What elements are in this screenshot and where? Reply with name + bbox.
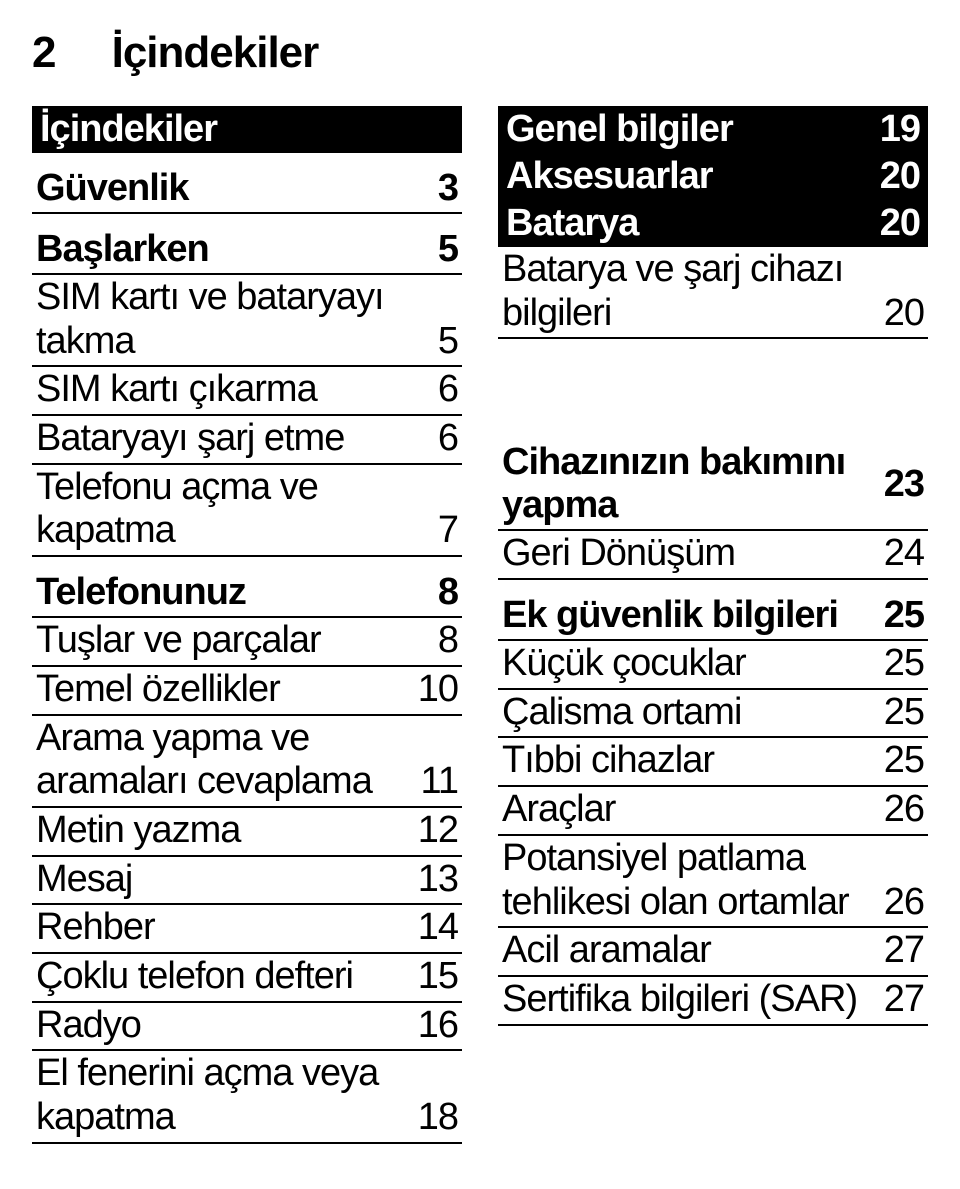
toc-entry-page: 25: [884, 691, 924, 735]
toc-section-head: Başlarken 5: [32, 228, 462, 275]
toc-entry-label: Potansiyel patlama tehlikesi olan ortaml…: [502, 837, 884, 924]
toc-section-head: Genel bilgiler 19: [498, 106, 928, 153]
toc-entry-label: Çoklu telefon defteri: [36, 955, 418, 999]
toc-entry: SIM kartı ve bataryayı takma5: [32, 275, 462, 367]
toc-section-page: 20: [880, 155, 920, 198]
toc-section-page: 3: [438, 167, 458, 210]
toc-entry-label: Tıbbi cihazlar: [502, 739, 884, 783]
toc-section-head: Batarya 20: [498, 200, 928, 247]
toc-entry: Mesaj13: [32, 857, 462, 906]
page-header-title: İçindekiler: [112, 28, 319, 77]
toc-section-label: Güvenlik: [36, 167, 426, 210]
toc-entry: Radyo16: [32, 1003, 462, 1052]
toc-entry: Telefonu açma ve kapatma7: [32, 465, 462, 557]
toc-entry-label: Acil aramalar: [502, 929, 884, 973]
toc-entry: Çalisma ortami25: [498, 690, 928, 739]
toc-entry-page: 18: [418, 1096, 458, 1140]
toc-right-column: Genel bilgiler19Aksesuarlar20Batarya20Ba…: [498, 106, 928, 1144]
toc-section-label: Ek güvenlik bilgileri: [502, 594, 872, 637]
toc-entry-page: 12: [418, 809, 458, 853]
toc-section-label: Cihazınızın bakımını yapma: [502, 441, 872, 527]
toc-entry: Bataryayı şarj etme6: [32, 416, 462, 465]
toc-section-label: Başlarken: [36, 228, 426, 271]
toc-entry-page: 6: [438, 368, 458, 412]
toc-entry-page: 27: [884, 929, 924, 973]
toc-entry-label: Geri Dönüşüm: [502, 532, 884, 576]
toc-entry-page: 10: [418, 668, 458, 712]
toc-entry: Acil aramalar27: [498, 928, 928, 977]
toc-entry-page: 7: [438, 509, 458, 553]
spacer: [498, 339, 928, 427]
toc-entry-label: Rehber: [36, 906, 418, 950]
toc-entry: SIM kartı çıkarma6: [32, 367, 462, 416]
toc-entry-label: Temel özellikler: [36, 668, 418, 712]
toc-entry-label: SIM kartı çıkarma: [36, 368, 438, 412]
toc-entry-page: 25: [884, 739, 924, 783]
toc-entry: Batarya ve şarj cihazı bilgileri20: [498, 247, 928, 339]
toc-entry-label: Çalisma ortami: [502, 691, 884, 735]
toc-section-page: 8: [438, 571, 458, 614]
toc-entry-page: 16: [418, 1004, 458, 1048]
toc-entry-label: SIM kartı ve bataryayı takma: [36, 276, 438, 363]
toc-entry: Metin yazma12: [32, 808, 462, 857]
toc-entry: Araçlar26: [498, 787, 928, 836]
toc-entry: Geri Dönüşüm24: [498, 531, 928, 580]
toc-entry-label: Bataryayı şarj etme: [36, 417, 438, 461]
toc-entry-label: Mesaj: [36, 858, 418, 902]
toc-left-column: İçindekilerGüvenlik3Başlarken5SIM kartı …: [32, 106, 462, 1144]
toc-entry: Çoklu telefon defteri15: [32, 954, 462, 1003]
toc-section-head: İçindekiler: [32, 106, 462, 153]
toc-entry: Tuşlar ve parçalar8: [32, 618, 462, 667]
toc-entry: El fenerini açma veya kapatma18: [32, 1051, 462, 1143]
toc-section-label: Batarya: [506, 202, 868, 245]
toc-entry-page: 15: [418, 955, 458, 999]
toc-section-label: İçindekiler: [40, 108, 454, 151]
toc-entry-page: 27: [884, 978, 924, 1022]
toc-entry-page: 20: [884, 292, 924, 336]
toc-entry-page: 26: [884, 788, 924, 832]
toc-section-page: 23: [884, 463, 924, 506]
toc-entry-page: 14: [418, 906, 458, 950]
toc-entry-label: Radyo: [36, 1004, 418, 1048]
toc-entry: Temel özellikler10: [32, 667, 462, 716]
toc-section-head: Ek güvenlik bilgileri 25: [498, 594, 928, 641]
toc-entry: Potansiyel patlama tehlikesi olan ortaml…: [498, 836, 928, 928]
toc-section-head: Güvenlik 3: [32, 167, 462, 214]
toc-entry-page: 8: [438, 619, 458, 663]
toc-section-label: Telefonunuz: [36, 571, 426, 614]
toc-entry-label: El fenerini açma veya kapatma: [36, 1052, 418, 1139]
toc-entry-label: Küçük çocuklar: [502, 642, 884, 686]
toc-entry-label: Sertifika bilgileri (SAR): [502, 978, 884, 1022]
toc-section-head: Cihazınızın bakımını yapma 23: [498, 441, 928, 531]
toc-entry-label: Batarya ve şarj cihazı bilgileri: [502, 248, 884, 335]
toc-columns: İçindekilerGüvenlik3Başlarken5SIM kartı …: [32, 106, 928, 1144]
toc-section-head: Telefonunuz 8: [32, 571, 462, 618]
toc-entry-page: 5: [438, 320, 458, 364]
page-header: 2 İçindekiler: [32, 28, 928, 78]
toc-entry-label: Telefonu açma ve kapatma: [36, 466, 438, 553]
toc-section-label: Aksesuarlar: [506, 155, 868, 198]
toc-entry-label: Metin yazma: [36, 809, 418, 853]
toc-entry: Rehber14: [32, 905, 462, 954]
toc-entry-label: Tuşlar ve parçalar: [36, 619, 438, 663]
toc-section-label: Genel bilgiler: [506, 108, 868, 151]
toc-entry-page: 13: [418, 858, 458, 902]
toc-section-page: 20: [880, 202, 920, 245]
toc-entry-page: 26: [884, 881, 924, 925]
toc-entry-label: Arama yapma ve aramaları cevaplama: [36, 717, 421, 804]
toc-entry-page: 24: [884, 532, 924, 576]
toc-entry: Arama yapma ve aramaları cevaplama11: [32, 716, 462, 808]
toc-entry-page: 6: [438, 417, 458, 461]
page-number: 2: [32, 28, 55, 77]
toc-entry: Sertifika bilgileri (SAR)27: [498, 977, 928, 1026]
toc-section-page: 25: [884, 594, 924, 637]
toc-entry-page: 11: [421, 760, 458, 804]
toc-entry-page: 25: [884, 642, 924, 686]
toc-section-page: 5: [438, 228, 458, 271]
toc-entry-label: Araçlar: [502, 788, 884, 832]
toc-section-head: Aksesuarlar 20: [498, 153, 928, 200]
toc-section-page: 19: [880, 108, 920, 151]
toc-entry: Küçük çocuklar25: [498, 641, 928, 690]
toc-entry: Tıbbi cihazlar25: [498, 738, 928, 787]
